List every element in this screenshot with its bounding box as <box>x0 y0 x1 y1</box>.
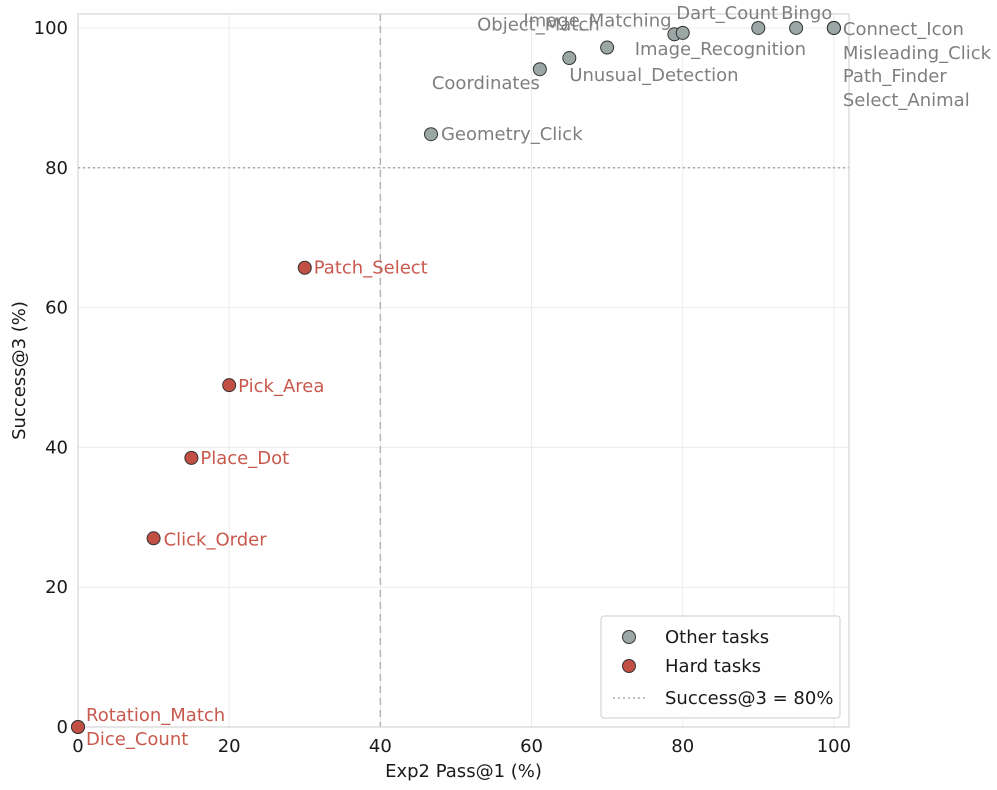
point-label: Rotation_Match <box>86 705 225 726</box>
legend-box <box>600 615 841 719</box>
y-tick-label: 0 <box>57 717 68 738</box>
y-axis-title: Success@3 (%) <box>9 301 30 440</box>
scatter-point <box>184 450 199 465</box>
x-tick-label: 60 <box>520 736 543 757</box>
scatter-point <box>146 531 161 546</box>
legend-marker <box>622 630 636 644</box>
x-axis-title: Exp2 Pass@1 (%) <box>385 761 542 782</box>
point-label: Pick_Area <box>238 376 324 397</box>
point-label: Dart_Count <box>676 3 778 24</box>
y-tick-label: 80 <box>45 158 68 179</box>
point-label: Click_Order <box>164 529 268 550</box>
x-tick-label: 80 <box>671 736 694 757</box>
grid <box>77 14 849 728</box>
scatter-point <box>789 20 804 35</box>
plot-frame <box>77 13 850 728</box>
y-tick-label: 100 <box>34 18 68 39</box>
scatter-point <box>675 25 690 40</box>
scatter-point <box>826 20 841 35</box>
scatter-point <box>423 127 438 142</box>
scatter-point <box>71 720 85 734</box>
scatter-point <box>222 378 237 393</box>
x-tick-label: 0 <box>72 736 83 757</box>
tick-labels: 0 20 40 60 80 100 0 20 40 60 80 100 <box>34 18 851 757</box>
point-label: Patch_Select <box>314 258 428 279</box>
x-tick-label: 20 <box>218 736 241 757</box>
legend-label: Other tasks <box>665 627 769 648</box>
point-label: Path_Finder <box>843 66 947 87</box>
scatter-point <box>562 51 577 66</box>
legend: Other tasks Hard tasks Success@3 = 80% <box>600 615 841 719</box>
point-label: Image_Matching <box>523 10 671 31</box>
point-label: Place_Dot <box>200 448 289 469</box>
y-tick-label: 60 <box>45 298 68 319</box>
point-label: Coordinates <box>432 73 540 94</box>
point-label: Object_Match <box>477 15 600 36</box>
reference-lines <box>78 14 849 727</box>
point-label: Connect_Icon <box>843 19 964 40</box>
legend-marker <box>622 659 636 673</box>
x-tick-label: 100 <box>817 736 851 757</box>
scatter-point <box>532 62 547 77</box>
point-label: Misleading_Click <box>843 43 992 64</box>
point-label: Select_Animal <box>843 90 970 111</box>
point-label: Image_Recognition <box>635 39 806 60</box>
y-tick-label: 20 <box>45 577 68 598</box>
point-label: Dice_Count <box>86 729 188 750</box>
scatter-point <box>751 20 766 35</box>
data-points <box>71 20 841 734</box>
scatter-point <box>297 260 312 275</box>
x-tick-label: 40 <box>369 736 392 757</box>
scatter-point <box>600 40 615 55</box>
legend-label: Success@3 = 80% <box>665 688 833 709</box>
legend-label: Hard tasks <box>665 656 761 677</box>
point-label: Geometry_Click <box>441 124 583 145</box>
y-tick-label: 40 <box>45 437 68 458</box>
point-labels: Geometry_Click Coordinates Unusual_Detecti… <box>86 3 992 750</box>
point-label: Unusual_Detection <box>569 65 738 86</box>
point-label: Bingo <box>781 3 832 24</box>
